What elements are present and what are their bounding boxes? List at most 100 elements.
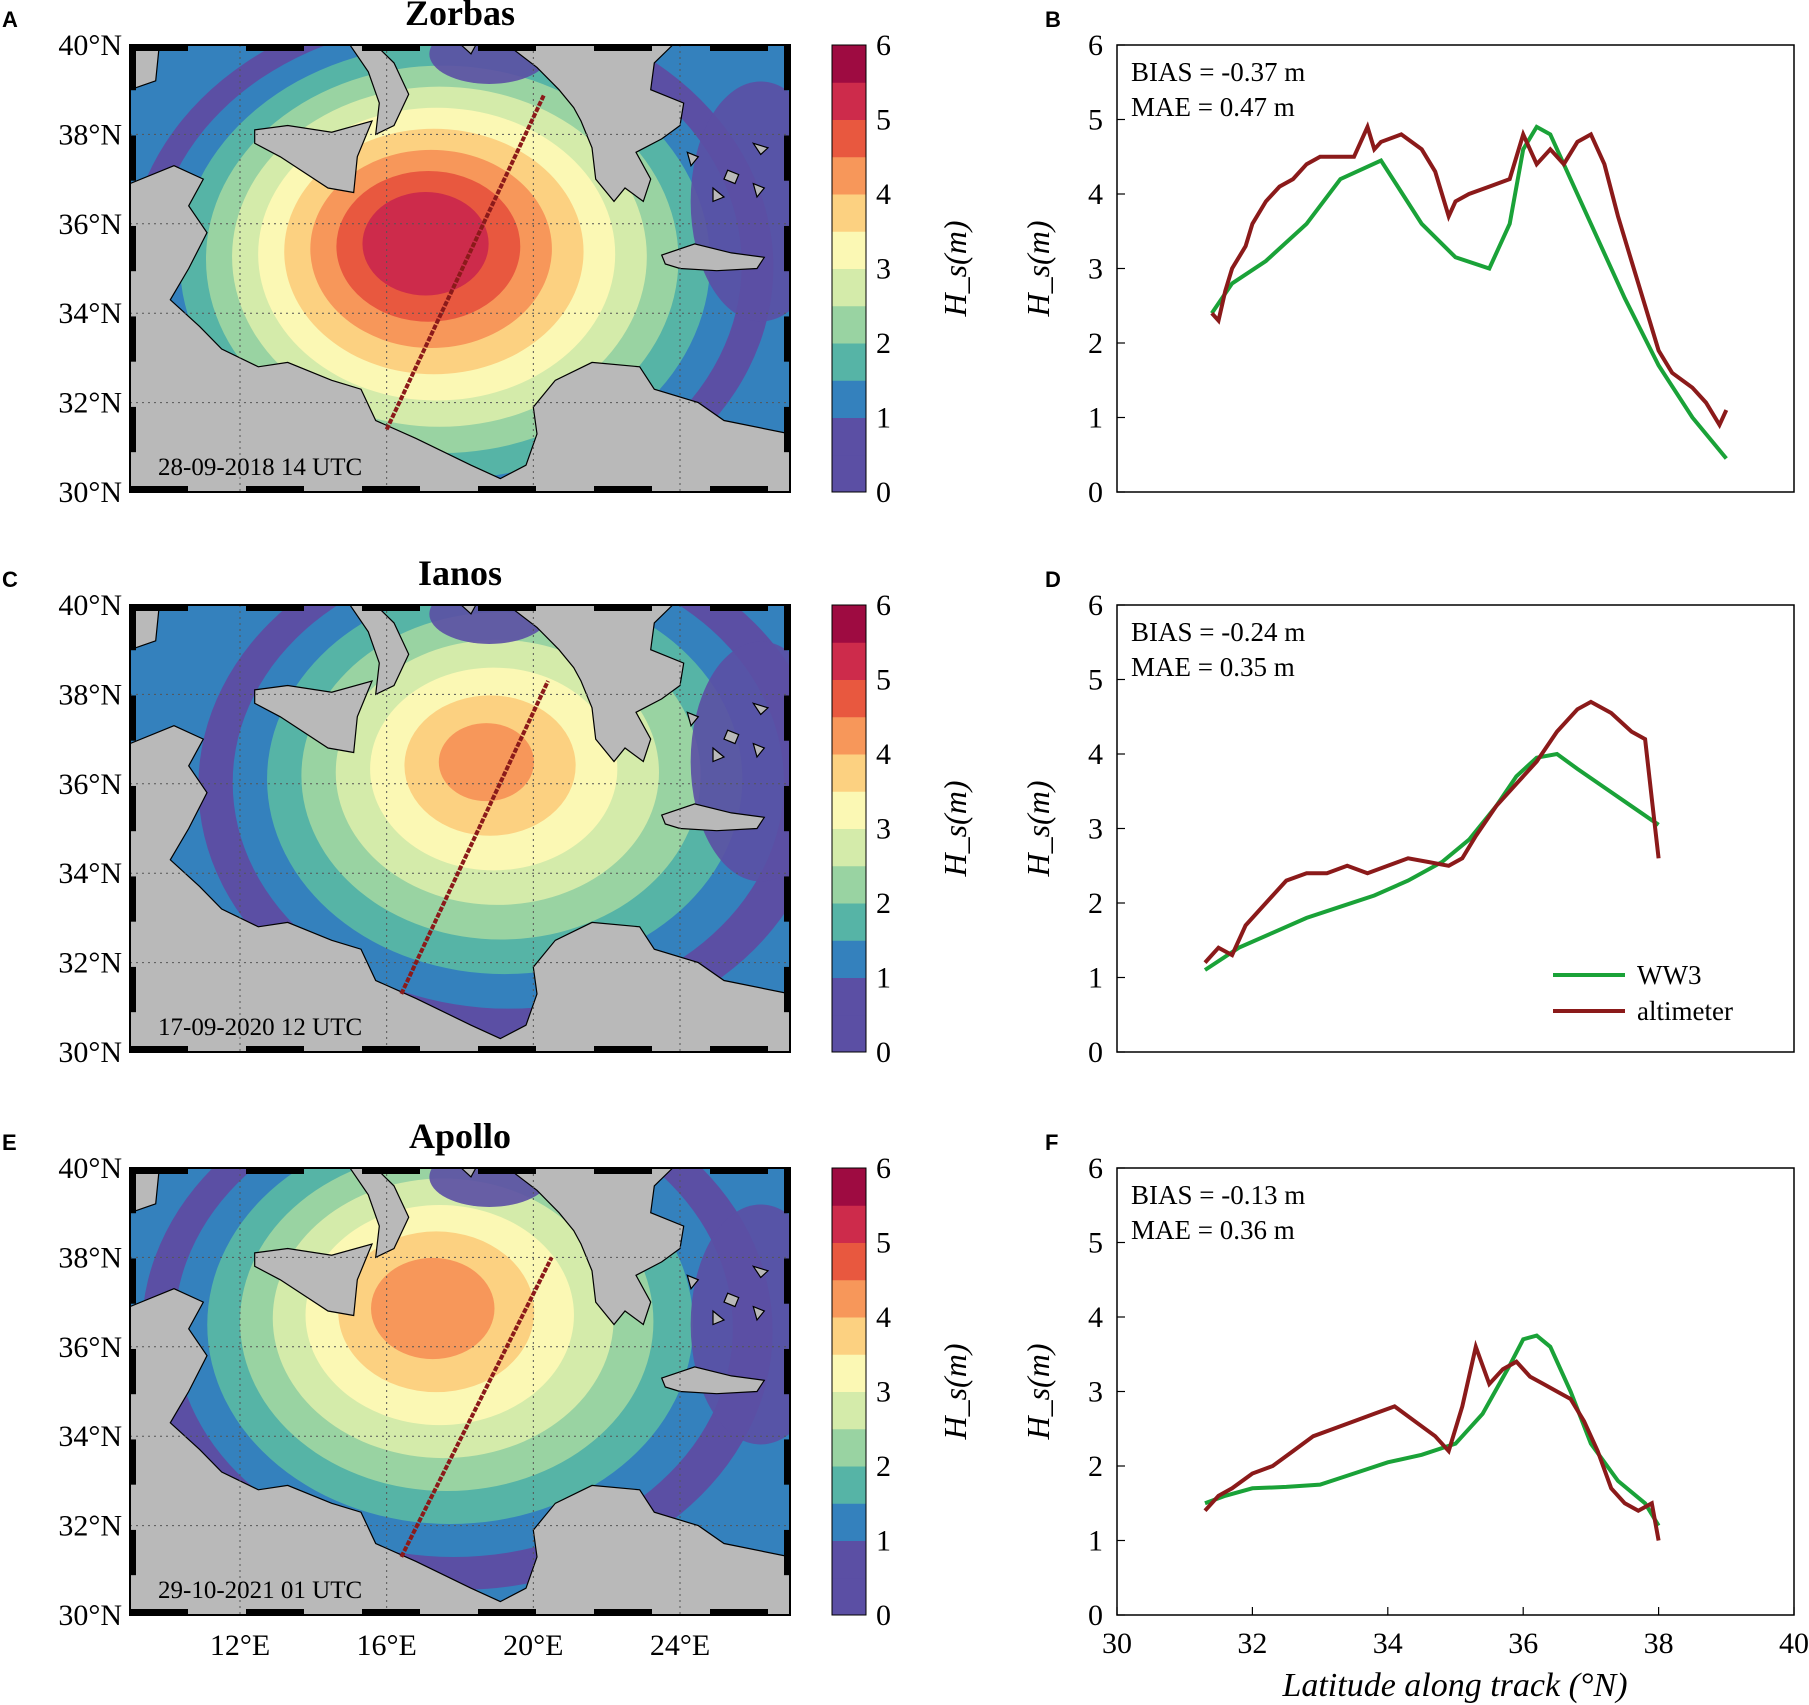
mae-annotation: MAE = 0.47 m	[1131, 92, 1295, 122]
x-ticks	[1116, 1607, 1795, 1615]
cb-tick-5: 5	[876, 104, 891, 137]
colorbar-segment-11	[832, 45, 866, 83]
series-layer	[1210, 121, 1729, 460]
bias-annotation: BIAS = -0.37 m	[1131, 57, 1305, 87]
land-polygon-10	[686, 711, 700, 727]
lat-tick-36: 36°N	[58, 1331, 122, 1364]
land-polygon-4	[130, 1168, 160, 1214]
colorbar	[831, 1167, 867, 1616]
cb-tick-5: 5	[876, 664, 891, 697]
frame-tick-bottom	[246, 486, 304, 492]
frame-tick-right	[784, 1348, 790, 1395]
cb-tick-1: 1	[876, 1525, 891, 1558]
colorbar-segment-6	[832, 231, 866, 269]
y-tick-labels: 0 1 2 3 4 5 6	[1088, 29, 1103, 509]
y-tick-1: 1	[1088, 1525, 1103, 1558]
frame-tick-bottom	[710, 1046, 768, 1052]
plot-area	[1116, 44, 1795, 493]
x-axis-label: Latitude along track (°N)	[1281, 1667, 1627, 1704]
lat-tick-40: 40°N	[58, 29, 122, 62]
graticule	[130, 45, 790, 492]
frame-tick-left	[130, 406, 136, 453]
land-polygon-8	[712, 746, 726, 763]
cb-tick-6: 6	[876, 29, 891, 62]
frame-tick-right	[784, 225, 790, 272]
lat-tick-40: 40°N	[58, 589, 122, 622]
y-tick-6: 6	[1088, 589, 1103, 622]
frame-tick-top	[246, 45, 304, 51]
bias-annotation: BIAS = -0.24 m	[1131, 617, 1305, 647]
ww3-line	[1210, 124, 1728, 460]
chart-panel-d: D 0 1 2 3 4 5 6 BIAS = -0.24 m MAE = 0.3…	[1020, 567, 1795, 1069]
land-polygon-9	[751, 142, 770, 156]
colorbar-segment-11	[832, 605, 866, 643]
y-tick-6: 6	[1088, 1152, 1103, 1185]
cb-label-text: H_s(m)	[937, 1344, 973, 1441]
land-polygon-11	[752, 1305, 766, 1322]
frame-tick-left	[130, 316, 136, 362]
panel-label: A	[2, 7, 18, 32]
colorbar-segment-0	[832, 454, 866, 493]
frame-tick-left	[130, 1529, 136, 1576]
frame-tick-right	[784, 406, 790, 453]
y-tick-5: 5	[1088, 104, 1103, 137]
frame-tick-left	[130, 605, 136, 651]
frame-tick-top	[710, 605, 768, 611]
hs-contour-low-east	[690, 1204, 790, 1445]
frame-tick-left	[130, 785, 136, 832]
colorbar-segment-0	[832, 1577, 866, 1616]
cb-tick-3: 3	[876, 253, 891, 286]
map-frame-ticks	[130, 1168, 790, 1615]
colorbar-segment-9	[832, 119, 866, 158]
colorbar-segment-4	[832, 1428, 866, 1467]
frame-tick-bottom	[594, 1046, 652, 1052]
map-title: Apollo	[409, 1116, 511, 1156]
hs-contour-5	[362, 192, 489, 296]
land-polygon-10	[686, 1274, 700, 1290]
y-tick-labels: 0 1 2 3 4 5 6	[1088, 589, 1103, 1069]
colorbar-segment-1	[832, 417, 866, 456]
land-polygon-3	[460, 1168, 477, 1178]
lat-tick-38: 38°N	[58, 1241, 122, 1274]
land-polygon-2	[312, 605, 479, 696]
frame-tick-right	[784, 45, 790, 91]
frame-tick-bottom	[130, 1046, 188, 1052]
land-polygon-1	[254, 1243, 374, 1317]
cb-tick-5: 5	[876, 1227, 891, 1260]
frame-tick-top	[362, 1168, 420, 1174]
altimeter-track	[399, 1256, 554, 1558]
frame-tick-left	[130, 1168, 136, 1214]
land-mask	[130, 1168, 790, 1615]
land-polygon-8	[712, 186, 726, 203]
frame-tick-top	[594, 605, 652, 611]
y-tick-0: 0	[1088, 1599, 1103, 1632]
cb-tick-6: 6	[876, 1152, 891, 1185]
latitude-labels: 40°N 38°N 36°N 34°N 32°N 30°N	[58, 1152, 122, 1632]
colorbar-segment-10	[832, 642, 866, 680]
hs-contour-low-north	[429, 1168, 550, 1207]
land-polygon-2	[312, 1168, 479, 1259]
hs-contour-low-east	[690, 81, 790, 322]
frame-tick-right	[784, 316, 790, 362]
lat-tick-36: 36°N	[58, 768, 122, 801]
colorbar-segment-7	[832, 194, 866, 232]
frame-tick-top	[710, 1168, 768, 1174]
y-tick-2: 2	[1088, 887, 1103, 920]
altimeter-track	[384, 93, 547, 431]
land-polygon-11	[752, 742, 766, 759]
mae-annotation: MAE = 0.36 m	[1131, 1215, 1295, 1245]
x-tick-32: 32	[1237, 1627, 1267, 1660]
lon-tick-20: 20°E	[503, 1629, 563, 1662]
mae-annotation: MAE = 0.35 m	[1131, 652, 1295, 682]
colorbar-segment-2	[832, 940, 866, 978]
colorbar-ticks: 0 1 2 3 4 5 6	[876, 29, 891, 509]
y-tick-3: 3	[1088, 813, 1103, 846]
frame-tick-top	[478, 605, 536, 611]
colorbar-segment-2	[832, 1503, 866, 1541]
y-ticks	[1117, 44, 1125, 493]
land-polygon-5	[507, 1168, 790, 1326]
colorbar-segment-6	[832, 1354, 866, 1392]
cb-tick-2: 2	[876, 1450, 891, 1483]
lat-tick-32: 32°N	[58, 1510, 122, 1543]
colorbar-segment-5	[832, 268, 866, 307]
